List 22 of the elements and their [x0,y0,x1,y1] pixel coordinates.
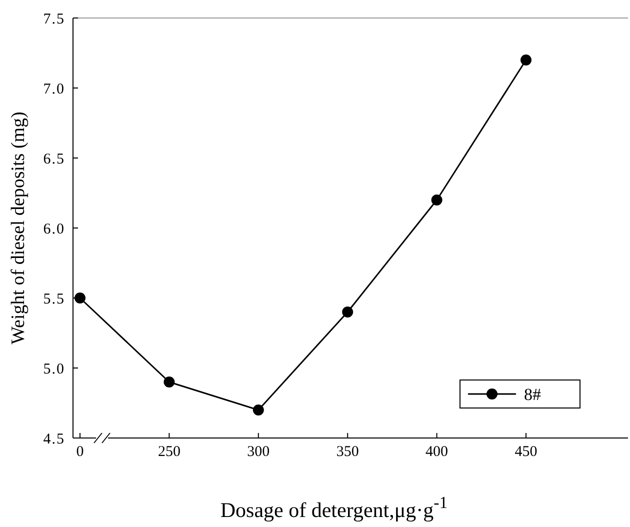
x-tick-label: 350 [336,444,359,460]
point [342,306,354,318]
x-tick-label: 250 [158,444,180,460]
y-tick-label: 6.5 [43,151,65,168]
x-tick-label: 300 [247,444,270,460]
point [431,194,442,206]
y-tick-label: 4.5 [43,431,65,448]
x-tick-label: 450 [514,444,538,460]
legend-label: 8# [524,384,542,404]
x-axis-title: Dosage of detergent,μg·g$^{-1}$ [220,492,448,522]
point [252,404,264,416]
point [164,376,175,388]
y-tick-label: 7.5 [43,11,65,28]
point [520,54,532,66]
x-tick-label: 0 [76,444,84,460]
x-tick-label: 400 [426,444,448,460]
y-axis-title: Weight of diesel deposits (mg) [8,112,29,344]
y-tick-label: 5.5 [43,291,65,308]
y-tick-label: 5.0 [43,361,65,378]
y-tick-label: 6.0 [43,221,65,238]
y-tick-label: 7.0 [43,81,65,98]
point [74,292,86,304]
